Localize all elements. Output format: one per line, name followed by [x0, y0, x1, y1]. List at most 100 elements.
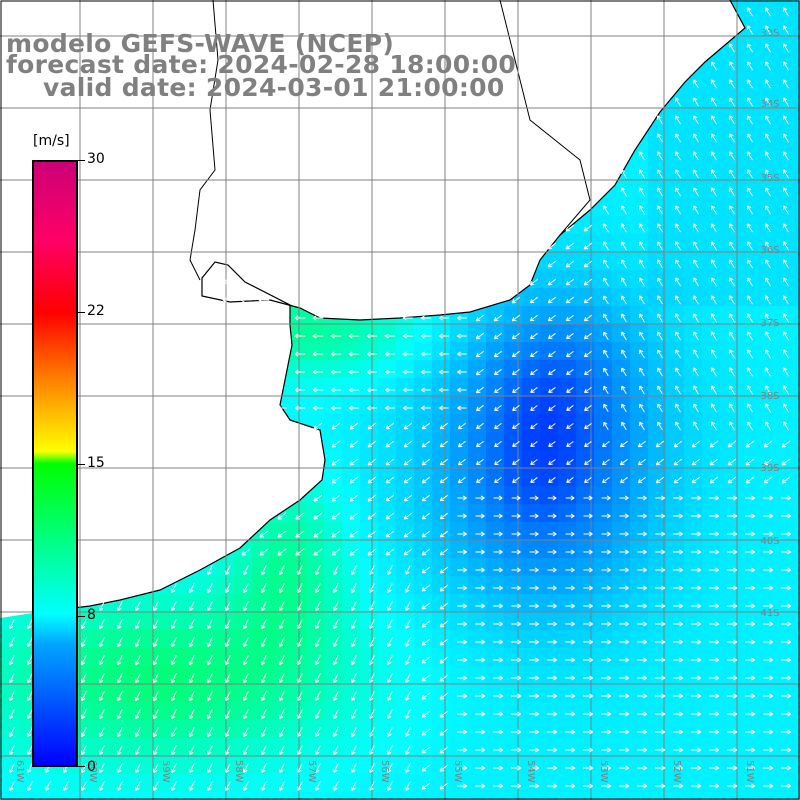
wind-arrow [188, 601, 195, 612]
wind-speed-cell [432, 414, 451, 433]
wind-speed-cell [504, 522, 523, 541]
wind-speed-cell [540, 666, 559, 685]
wind-arrow [493, 747, 504, 753]
wind-arrow [781, 783, 792, 789]
wind-speed-cell [450, 540, 469, 559]
wind-arrow [493, 314, 503, 322]
wind-speed-cell [396, 558, 415, 577]
wind-speed-cell [342, 558, 361, 577]
wind-arrow [639, 331, 645, 341]
wind-speed-cell [612, 576, 631, 595]
wind-speed-cell [792, 522, 800, 541]
wind-arrow [439, 620, 449, 628]
wind-arrow [493, 783, 504, 789]
wind-speed-cell [288, 522, 307, 541]
wind-speed-cell [252, 648, 271, 667]
wind-arrow [134, 654, 141, 666]
wind-speed-cell [666, 702, 685, 721]
wind-speed-cell [684, 738, 703, 757]
wind-arrow [583, 765, 594, 771]
wind-speed-cell [504, 738, 523, 757]
wind-arrow [691, 783, 702, 789]
wind-arrow [655, 765, 666, 771]
wind-speed-cell [576, 648, 595, 667]
wind-arrow [367, 440, 377, 448]
wind-speed-cell [162, 720, 181, 739]
wind-arrow [710, 169, 717, 179]
wind-arrow [278, 655, 285, 666]
wind-speed-cell [90, 684, 109, 703]
wind-arrow [116, 655, 123, 666]
wind-arrow [152, 781, 159, 791]
wind-speed-cell [378, 684, 397, 703]
wind-arrow [421, 746, 431, 754]
wind-arrow [475, 657, 486, 663]
wind-arrow [727, 549, 738, 555]
wind-speed-cell [432, 432, 451, 451]
wind-speed-cell [360, 432, 379, 451]
wind-speed-cell [252, 558, 271, 577]
wind-arrow [170, 781, 177, 791]
wind-arrow [583, 693, 594, 699]
wind-speed-cell [180, 666, 199, 685]
wind-arrow [764, 97, 771, 107]
wind-arrow [80, 763, 87, 773]
wind-speed-cell [342, 342, 361, 361]
wind-arrow [781, 549, 792, 555]
wind-arrow [710, 241, 717, 251]
wind-speed-cell [432, 630, 451, 649]
wind-speed-cell [486, 342, 505, 361]
wind-arrow [764, 349, 771, 359]
wind-speed-cell [522, 684, 541, 703]
wind-speed-cell [108, 738, 127, 757]
wind-speed-cell [774, 648, 793, 667]
wind-speed-cell [792, 252, 800, 271]
wind-arrow [188, 781, 195, 791]
wind-speed-cell [90, 720, 109, 739]
wind-arrow [116, 601, 123, 612]
wind-speed-cell [18, 720, 37, 739]
wind-arrow [709, 585, 720, 591]
wind-speed-cell [756, 756, 775, 775]
wind-speed-cell [630, 774, 649, 793]
wind-arrow [639, 367, 645, 377]
wind-arrow [637, 549, 647, 555]
wind-arrow [674, 115, 681, 125]
wind-speed-cell [630, 792, 649, 800]
wind-arrow [26, 727, 33, 738]
wind-arrow [781, 711, 792, 717]
wind-speed-cell [522, 486, 541, 505]
wind-arrow [206, 654, 213, 666]
wind-arrow [693, 385, 699, 395]
wind-arrow [674, 241, 681, 251]
wind-speed-cell [126, 684, 145, 703]
wind-arrow [403, 512, 413, 520]
wind-arrow [709, 783, 720, 789]
wind-arrow [404, 673, 411, 683]
wind-arrow [583, 675, 594, 681]
wind-arrow [511, 314, 521, 322]
wind-speed-cell [90, 702, 109, 721]
wind-speed-cell [576, 450, 595, 469]
wind-speed-cell [792, 792, 800, 800]
wind-arrow [692, 115, 699, 125]
wind-arrow [134, 781, 141, 791]
wind-speed-cell [594, 684, 613, 703]
wind-arrow [727, 476, 737, 484]
wind-speed-cell [738, 702, 757, 721]
wind-arrow [8, 655, 15, 666]
wind-arrow [674, 205, 681, 215]
wind-arrow [439, 548, 449, 556]
wind-arrow [475, 603, 486, 609]
wind-speed-cell [252, 684, 271, 703]
wind-speed-cell [540, 360, 559, 379]
wind-arrow [727, 693, 738, 699]
wind-arrow [692, 241, 699, 251]
wind-speed-cell [270, 648, 289, 667]
wind-speed-cell [216, 594, 235, 613]
wind-arrow [637, 765, 648, 771]
wind-arrow [314, 601, 321, 612]
wind-arrow [475, 783, 486, 789]
wind-speed-cell [324, 342, 343, 361]
wind-arrow [655, 729, 666, 735]
